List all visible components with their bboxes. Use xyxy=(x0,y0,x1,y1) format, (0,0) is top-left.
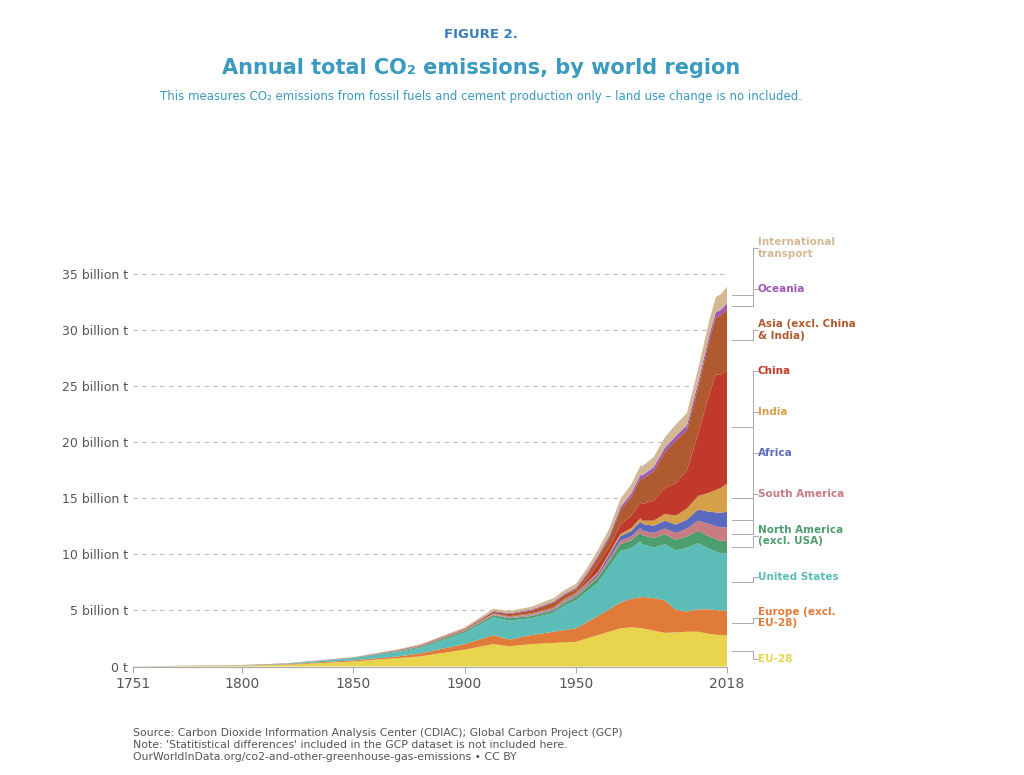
Text: This measures CO₂ emissions from fossil fuels and cement production only – land : This measures CO₂ emissions from fossil … xyxy=(161,91,802,103)
Text: Source: Carbon Dioxide Information Analysis Center (CDIAC); Global Carbon Projec: Source: Carbon Dioxide Information Analy… xyxy=(133,728,623,762)
Text: FIGURE 2.: FIGURE 2. xyxy=(444,29,518,41)
Text: North America
(excl. USA): North America (excl. USA) xyxy=(758,525,843,546)
Text: South America: South America xyxy=(758,490,844,499)
Text: International
transport: International transport xyxy=(758,237,835,259)
Text: Europe (excl.
EU-28): Europe (excl. EU-28) xyxy=(758,607,836,629)
Text: United States: United States xyxy=(758,572,839,581)
Text: Asia (excl. China
& India): Asia (excl. China & India) xyxy=(758,319,855,341)
Text: Africa: Africa xyxy=(758,449,793,458)
Text: India: India xyxy=(758,408,787,417)
Text: China: China xyxy=(758,367,791,376)
Text: Annual total CO₂ emissions, by world region: Annual total CO₂ emissions, by world reg… xyxy=(222,58,740,78)
Text: Oceania: Oceania xyxy=(758,284,805,294)
Text: EU-28: EU-28 xyxy=(758,654,793,663)
